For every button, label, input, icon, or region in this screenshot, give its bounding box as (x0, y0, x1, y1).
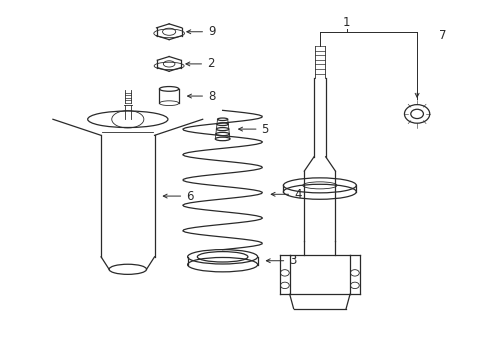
Text: 4: 4 (271, 188, 301, 201)
Text: 3: 3 (266, 254, 296, 267)
Text: 1: 1 (342, 16, 349, 29)
Text: 2: 2 (185, 57, 214, 71)
Text: 6: 6 (163, 190, 193, 203)
Text: 7: 7 (438, 29, 445, 42)
Text: 5: 5 (238, 123, 268, 136)
Text: 9: 9 (186, 25, 215, 38)
Text: 8: 8 (187, 90, 215, 103)
